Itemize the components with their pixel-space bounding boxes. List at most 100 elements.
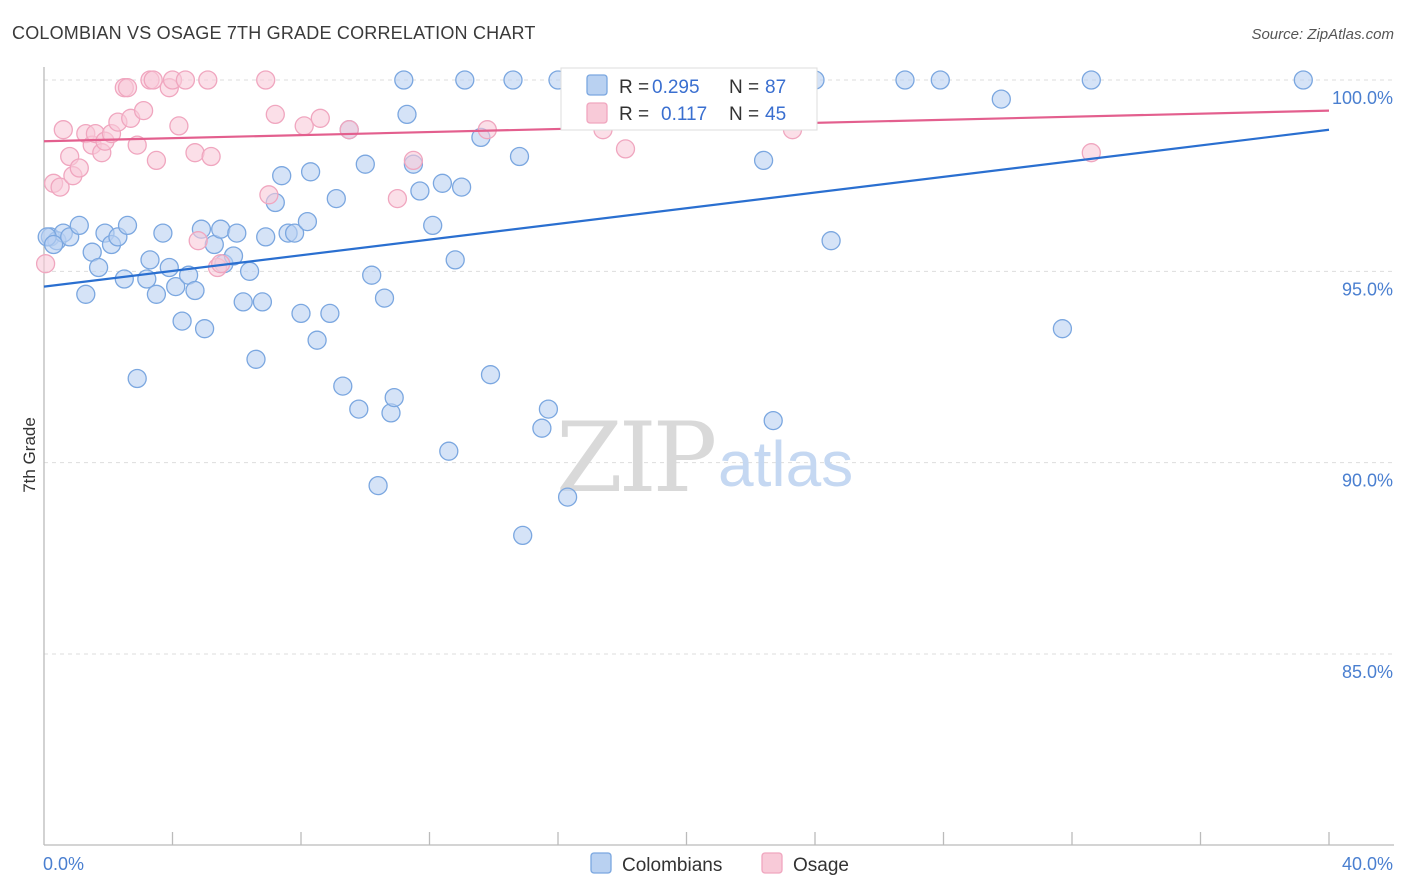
- data-point: [153, 223, 173, 243]
- data-point: [69, 215, 89, 236]
- stats-r-label-osage: R =: [619, 104, 649, 125]
- legend-label-osage: Osage: [793, 855, 849, 876]
- data-point: [227, 223, 247, 243]
- trend-line-colombians: [43, 128, 1330, 288]
- watermark-zip: ZIP: [556, 402, 715, 514]
- data-point: [117, 78, 138, 98]
- y-axis-label: 7th Grade: [20, 417, 39, 493]
- y-tick-labels: 100.0% 95.0% 90.0% 85.0%: [1332, 88, 1393, 682]
- data-point: [117, 215, 138, 236]
- stats-r-value-osage: 0.117: [661, 104, 707, 125]
- data-point: [384, 387, 404, 408]
- data-point: [69, 158, 89, 178]
- data-point: [1293, 70, 1313, 90]
- stats-swatch-osage: [586, 102, 608, 124]
- data-point: [76, 284, 96, 304]
- watermark-atlas: atlas: [718, 428, 853, 500]
- data-point: [451, 177, 472, 197]
- data-point: [368, 475, 388, 496]
- data-point: [310, 108, 330, 128]
- data-point: [300, 162, 321, 182]
- data-point: [143, 70, 163, 90]
- data-point: [455, 70, 475, 90]
- x-tick-label: 0.0%: [43, 854, 84, 874]
- y-tick-label: 85.0%: [1342, 662, 1393, 682]
- data-point: [753, 150, 774, 171]
- data-point: [439, 441, 459, 461]
- y-tick-label: 90.0%: [1342, 471, 1393, 491]
- data-point: [445, 250, 465, 270]
- data-point: [246, 349, 266, 369]
- data-point: [140, 250, 160, 270]
- data-point: [169, 116, 189, 136]
- data-point: [410, 181, 430, 201]
- data-point: [326, 188, 346, 209]
- data-point: [43, 234, 64, 255]
- data-point: [513, 525, 533, 546]
- data-point: [127, 368, 147, 389]
- data-point: [272, 166, 292, 186]
- data-point: [362, 265, 382, 285]
- y-tick-label: 100.0%: [1332, 88, 1393, 108]
- data-point: [403, 150, 424, 171]
- data-point: [432, 173, 453, 193]
- data-point: [1052, 319, 1073, 339]
- chart-source: Source: ZipAtlas.com: [1251, 26, 1394, 43]
- data-point: [127, 135, 147, 155]
- data-point: [355, 154, 375, 174]
- data-point: [35, 254, 56, 274]
- data-point: [509, 146, 530, 167]
- data-point: [185, 143, 205, 163]
- data-point: [333, 376, 353, 396]
- data-point: [557, 487, 578, 507]
- watermark: ZIP atlas: [556, 402, 853, 514]
- stats-n-label-colombians: N =: [729, 77, 759, 98]
- data-point: [50, 177, 70, 197]
- data-point: [930, 70, 950, 90]
- data-point: [198, 70, 218, 90]
- data-point: [114, 269, 134, 289]
- stats-n-label-osage: N =: [729, 104, 759, 125]
- data-point: [194, 319, 215, 339]
- data-point: [201, 146, 221, 167]
- data-point: [423, 215, 443, 236]
- data-point: [259, 185, 279, 205]
- data-point: [166, 276, 186, 297]
- data-point: [387, 188, 408, 209]
- data-point: [159, 257, 179, 278]
- legend-label-colombians: Colombians: [622, 855, 722, 876]
- data-point: [615, 139, 636, 159]
- x-tick-label: 40.0%: [1342, 854, 1393, 874]
- data-point: [480, 365, 501, 385]
- stats-n-value-colombians: 87: [765, 77, 786, 98]
- data-point: [265, 104, 285, 125]
- data-point: [175, 70, 196, 90]
- stats-n-value-osage: 45: [765, 104, 786, 125]
- data-point: [188, 231, 208, 251]
- legend: Colombians Osage: [590, 852, 849, 876]
- data-point: [394, 70, 414, 90]
- data-point: [1081, 70, 1101, 90]
- data-point: [256, 70, 276, 90]
- data-point: [374, 288, 395, 308]
- x-axis-ticks: [171, 832, 1330, 845]
- data-point: [763, 410, 783, 431]
- data-point: [538, 399, 559, 419]
- data-point: [297, 211, 318, 232]
- data-point: [294, 116, 314, 136]
- y-tick-label: 95.0%: [1342, 279, 1393, 299]
- stats-r-label-colombians: R =: [619, 77, 649, 98]
- chart-title: COLOMBIAN VS OSAGE 7TH GRADE CORRELATION…: [12, 23, 536, 43]
- data-point: [895, 70, 915, 90]
- data-point: [252, 292, 273, 312]
- data-point: [146, 150, 167, 171]
- stats-swatch-colombians: [586, 74, 608, 96]
- data-point: [256, 227, 276, 247]
- data-point: [88, 257, 109, 278]
- data-point: [239, 261, 260, 281]
- data-point: [133, 100, 154, 121]
- data-point: [291, 303, 311, 324]
- data-point: [339, 120, 359, 140]
- data-point: [991, 89, 1011, 109]
- data-point: [211, 219, 231, 239]
